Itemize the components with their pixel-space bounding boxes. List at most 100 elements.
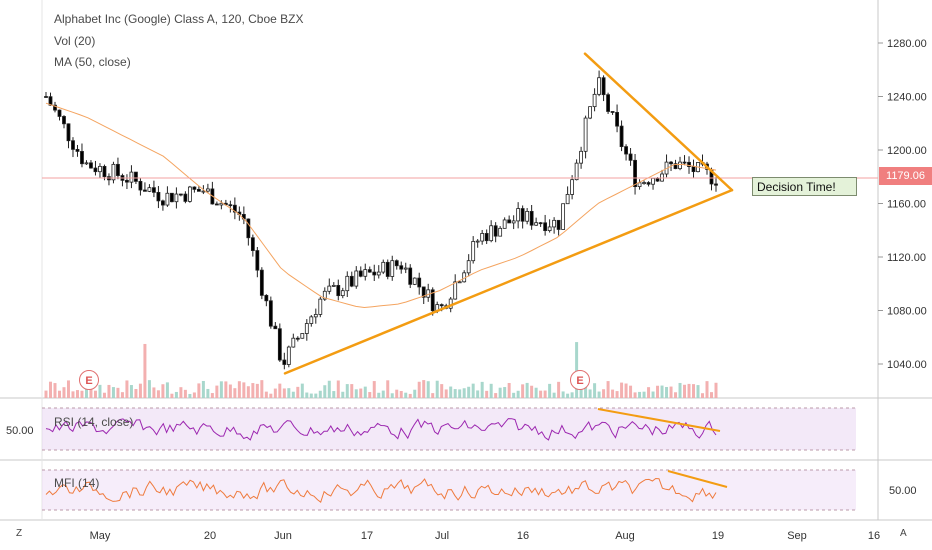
ma-line	[45, 102, 717, 309]
candle-body	[534, 222, 539, 226]
volume-bar	[98, 384, 102, 398]
volume-bar	[602, 389, 606, 398]
volume-bar	[237, 381, 241, 398]
time-tick-label: Sep	[787, 530, 807, 542]
volume-bar	[615, 391, 619, 398]
volume-bar	[152, 387, 156, 398]
candle-body	[340, 290, 345, 297]
volume-bar	[165, 382, 169, 398]
volume-bar	[107, 384, 111, 398]
volume-bar	[404, 392, 408, 398]
volume-bar	[449, 386, 453, 398]
volume-bar	[251, 383, 255, 398]
time-tick-label: 16	[868, 530, 880, 542]
rsi-legend: RSI (14, close)	[54, 415, 134, 429]
volume-bar	[309, 393, 313, 398]
volume-bar	[642, 391, 646, 398]
volume-bar	[669, 386, 673, 398]
volume-bar	[710, 392, 714, 398]
volume-bar	[705, 381, 709, 398]
volume-bar	[377, 392, 381, 398]
candle-body	[354, 270, 359, 287]
candle-body	[134, 171, 138, 182]
candle-body	[493, 225, 498, 237]
candle-body	[152, 187, 156, 193]
candle-body	[390, 260, 395, 277]
candle-body	[286, 346, 291, 365]
volume-bar	[674, 392, 678, 398]
volume-bar	[525, 382, 529, 398]
candle-body	[178, 193, 183, 196]
candle-body	[669, 161, 673, 165]
candle-body	[588, 106, 592, 119]
auto-scale-button[interactable]: A	[900, 528, 907, 539]
zoom-button[interactable]: Z	[16, 528, 23, 539]
volume-bar	[647, 387, 651, 398]
price-tick-label: 1120.00	[887, 252, 926, 264]
volume-bar	[548, 383, 552, 398]
candle-body	[511, 220, 516, 224]
volume-bar	[273, 388, 277, 398]
volume-bar	[561, 391, 565, 398]
volume-bar	[593, 383, 597, 398]
volume-bar	[287, 388, 291, 398]
candle-body	[84, 162, 89, 165]
candle-body	[75, 148, 80, 152]
mfi-tick-label: 50.00	[889, 485, 917, 497]
volume-bar	[701, 393, 705, 398]
rsi-panel	[42, 407, 856, 451]
candle-body	[601, 77, 606, 96]
candle-body	[457, 281, 462, 284]
candle-body	[552, 219, 557, 228]
earnings-marker[interactable]: E	[570, 370, 590, 390]
volume-bar	[584, 384, 588, 398]
volume-bar	[579, 384, 583, 398]
candle-body	[143, 189, 147, 192]
candle-body	[125, 179, 129, 183]
volume-bar	[714, 382, 718, 398]
volume-bar	[620, 382, 624, 398]
candle-body	[529, 210, 534, 226]
candle-body	[44, 96, 48, 98]
candle-body	[376, 271, 381, 276]
candle-body	[471, 241, 476, 262]
volume-bar	[143, 343, 147, 398]
candle-body	[502, 219, 507, 229]
time-tick-label: Jul	[435, 530, 449, 542]
volume-bar	[48, 381, 52, 398]
candle-body	[53, 104, 57, 111]
rsi-band	[42, 408, 856, 450]
volume-bar	[296, 386, 300, 398]
candle-body	[156, 191, 161, 202]
volume-bar	[444, 389, 448, 398]
volume-bar	[84, 383, 88, 398]
volume-bar	[62, 387, 66, 398]
mfi-panel	[42, 469, 856, 511]
volume-bar	[192, 392, 196, 398]
decision-time-callout: Decision Time!	[752, 177, 857, 196]
candle-body	[331, 284, 336, 287]
volume-bar	[588, 389, 592, 398]
volume-bar	[197, 383, 201, 398]
candle-body	[682, 161, 687, 164]
candle-body	[399, 265, 404, 270]
volume-bar	[264, 391, 268, 398]
candle-body	[300, 333, 305, 339]
candle-body	[538, 222, 543, 225]
candle-body	[174, 193, 179, 203]
volume-bar	[125, 380, 129, 398]
candle-body	[349, 275, 354, 287]
volume-bar	[224, 381, 228, 398]
candle-body	[80, 151, 84, 165]
volume-legend: Vol (20)	[54, 34, 96, 48]
earnings-marker[interactable]: E	[79, 370, 99, 390]
volume-bar	[305, 392, 309, 398]
price-tick-label: 1040.00	[887, 359, 927, 371]
candle-body	[282, 359, 287, 365]
candle-body	[385, 261, 390, 277]
volume-bar	[480, 381, 484, 398]
candle-body	[642, 182, 646, 184]
candle-body	[579, 150, 584, 164]
volume-bar	[395, 389, 399, 398]
